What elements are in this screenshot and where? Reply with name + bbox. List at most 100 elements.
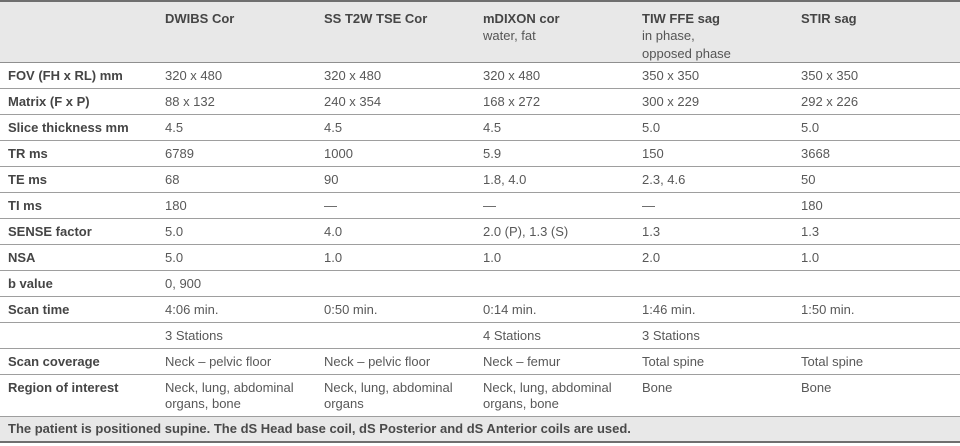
- value-cell: 150: [642, 140, 801, 168]
- value-cell: 0:14 min.: [483, 296, 642, 324]
- value-cell: 300 x 229: [642, 88, 801, 116]
- table-row: b value 0, 900: [0, 270, 960, 298]
- value-cell: 1.8, 4.0: [483, 166, 642, 194]
- value-cell: 4 Stations: [483, 322, 642, 350]
- value-cell: Neck, lung, abdominal organs, bone: [165, 374, 324, 418]
- value-cell: 180: [801, 192, 960, 220]
- footer-row: The patient is positioned supine. The dS…: [0, 416, 960, 444]
- value-cell: 4.5: [165, 114, 324, 142]
- table-row: 3 Stations 4 Stations 3 Stations: [0, 322, 960, 350]
- value-cell: Bone: [801, 374, 960, 418]
- value-cell: 5.0: [165, 244, 324, 272]
- value-cell: —: [642, 192, 801, 220]
- row-label: TI ms: [0, 192, 165, 220]
- value-cell: 240 x 354: [324, 88, 483, 116]
- row-label: TR ms: [0, 140, 165, 168]
- value-cell: 6789: [165, 140, 324, 168]
- row-label: [0, 322, 165, 350]
- value-cell: [324, 270, 483, 298]
- value-cell: 320 x 480: [165, 62, 324, 90]
- value-cell: 68: [165, 166, 324, 194]
- column-header: mDIXON cor water, fat: [483, 1, 642, 64]
- row-label: Region of interest: [0, 374, 165, 418]
- value-cell: 1.0: [483, 244, 642, 272]
- value-cell: 2.0: [642, 244, 801, 272]
- table-row: FOV (FH x RL) mm 320 x 480 320 x 480 320 x …: [0, 62, 960, 90]
- value-cell: 1.0: [801, 244, 960, 272]
- corner-cell: [0, 1, 165, 64]
- value-cell: 2.0 (P), 1.3 (S): [483, 218, 642, 246]
- value-cell: 90: [324, 166, 483, 194]
- row-label: b value: [0, 270, 165, 298]
- value-cell: 350 x 350: [642, 62, 801, 90]
- value-cell: 5.0: [642, 114, 801, 142]
- header-row: DWIBS Cor SS T2W TSE Cor mDIXON cor water, …: [0, 1, 960, 64]
- value-cell: 1.0: [324, 244, 483, 272]
- value-cell: 1.3: [642, 218, 801, 246]
- value-cell: [801, 270, 960, 298]
- value-cell: 5.0: [801, 114, 960, 142]
- column-subtitle: in phase, opposed phase: [642, 28, 731, 61]
- value-cell: Neck – pelvic floor: [324, 348, 483, 376]
- value-cell: 5.9: [483, 140, 642, 168]
- value-cell: 4.5: [483, 114, 642, 142]
- value-cell: 320 x 480: [483, 62, 642, 90]
- table-row: Matrix (F x P) 88 x 132 240 x 354 168 x 272…: [0, 88, 960, 116]
- value-cell: 180: [165, 192, 324, 220]
- row-label: FOV (FH x RL) mm: [0, 62, 165, 90]
- table-row: TI ms 180— — —180: [0, 192, 960, 220]
- column-title: DWIBS Cor: [165, 11, 235, 26]
- value-cell: 350 x 350: [801, 62, 960, 90]
- column-title: SS T2W TSE Cor: [324, 11, 428, 26]
- column-header: DWIBS Cor: [165, 1, 324, 64]
- table-body: FOV (FH x RL) mm 320 x 480 320 x 480 320 x …: [0, 62, 960, 418]
- column-subtitle: water, fat: [483, 28, 536, 43]
- value-cell: [642, 270, 801, 298]
- value-cell: 1:46 min.: [642, 296, 801, 324]
- row-label: NSA: [0, 244, 165, 272]
- table-row: TE ms 68 90 1.8, 4.0 2.3, 4.6 50: [0, 166, 960, 194]
- value-cell: 1000: [324, 140, 483, 168]
- value-cell: 0:50 min.: [324, 296, 483, 324]
- table-footer: The patient is positioned supine. The dS…: [0, 416, 960, 444]
- value-cell: [324, 322, 483, 350]
- value-cell: 3 Stations: [642, 322, 801, 350]
- table-row: Scan time 4:06 min. 0:50 min. 0:14 min. 1:46…: [0, 296, 960, 324]
- value-cell: Neck – femur: [483, 348, 642, 376]
- column-header: TIW FFE sag in phase, opposed phase: [642, 1, 801, 64]
- table-row: Slice thickness mm 4.5 4.5 4.5 5.0 5.0: [0, 114, 960, 142]
- column-title: TIW FFE sag: [642, 11, 720, 26]
- value-cell: 88 x 132: [165, 88, 324, 116]
- value-cell: 1.3: [801, 218, 960, 246]
- table-row: Region of interest Neck, lung, abdominal …: [0, 374, 960, 418]
- table-row: TR ms 6789 1000 5.9 150 3668: [0, 140, 960, 168]
- value-cell: Bone: [642, 374, 801, 418]
- value-cell: 292 x 226: [801, 88, 960, 116]
- footer-note: The patient is positioned supine. The dS…: [0, 416, 960, 444]
- column-title: mDIXON cor: [483, 11, 560, 26]
- value-cell: Neck, lung, abdominal organs, bone: [483, 374, 642, 418]
- value-cell: Neck – pelvic floor: [165, 348, 324, 376]
- table-row: Scan coverage Neck – pelvic floor Neck – p…: [0, 348, 960, 376]
- value-cell: [483, 270, 642, 298]
- row-label: Scan time: [0, 296, 165, 324]
- row-label: TE ms: [0, 166, 165, 194]
- value-cell: 3 Stations: [165, 322, 324, 350]
- value-cell: 5.0: [165, 218, 324, 246]
- table-row: NSA 5.0 1.0 1.0 2.0 1.0: [0, 244, 960, 272]
- value-cell: Total spine: [801, 348, 960, 376]
- table-row: SENSE factor 5.0 4.0 2.0 (P), 1.3 (S) 1.3 1.3: [0, 218, 960, 246]
- value-cell: 0, 900: [165, 270, 324, 298]
- table-header: DWIBS Cor SS T2W TSE Cor mDIXON cor water, …: [0, 1, 960, 64]
- value-cell: 4.0: [324, 218, 483, 246]
- value-cell: [801, 322, 960, 350]
- row-label: SENSE factor: [0, 218, 165, 246]
- column-header: SS T2W TSE Cor: [324, 1, 483, 64]
- value-cell: 3668: [801, 140, 960, 168]
- row-label: Scan coverage: [0, 348, 165, 376]
- value-cell: 320 x 480: [324, 62, 483, 90]
- column-title: STIR sag: [801, 11, 857, 26]
- value-cell: 168 x 272: [483, 88, 642, 116]
- column-header: STIR sag: [801, 1, 960, 64]
